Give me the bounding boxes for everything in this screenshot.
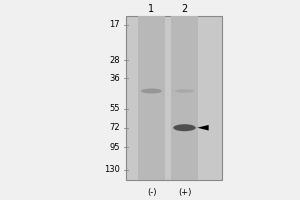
FancyBboxPatch shape	[126, 16, 222, 180]
Polygon shape	[197, 125, 209, 131]
Text: 36: 36	[109, 74, 120, 83]
Text: 130: 130	[104, 165, 120, 174]
Text: 28: 28	[110, 56, 120, 65]
Text: (-): (-)	[147, 188, 156, 196]
Text: 72: 72	[110, 123, 120, 132]
Text: 17: 17	[110, 20, 120, 29]
Text: 95: 95	[110, 143, 120, 152]
Text: (+): (+)	[178, 188, 191, 196]
FancyBboxPatch shape	[138, 16, 165, 180]
Ellipse shape	[175, 89, 194, 93]
Text: 2: 2	[182, 4, 188, 14]
Text: 1: 1	[148, 4, 154, 14]
FancyBboxPatch shape	[171, 16, 198, 180]
Text: 55: 55	[110, 104, 120, 113]
Ellipse shape	[141, 89, 162, 94]
Ellipse shape	[173, 124, 196, 131]
